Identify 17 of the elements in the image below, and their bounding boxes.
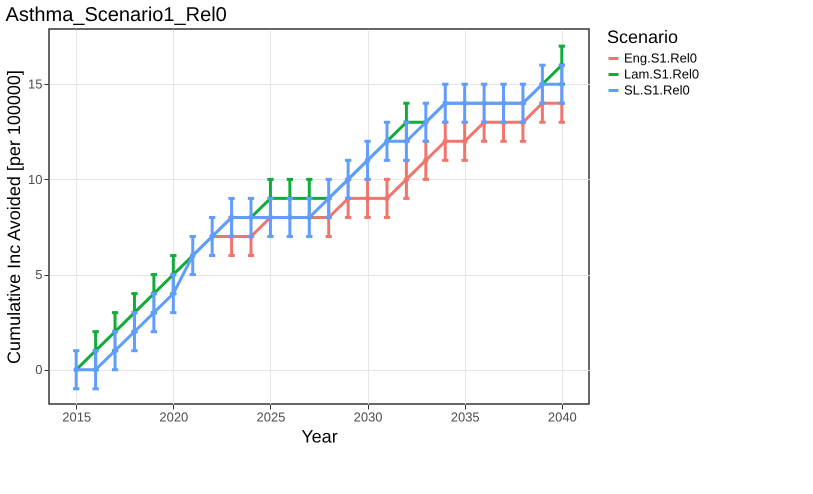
y-tick-label: 10	[28, 172, 42, 187]
y-axis-title: Cumulative Inc Avoided [per 100000]	[4, 70, 24, 364]
y-tick-label: 0	[35, 362, 42, 378]
x-tick-label: 2030	[354, 410, 383, 424]
legend-title: Scenario	[607, 27, 678, 47]
x-axis-title: Year	[301, 426, 338, 446]
x-tick-label: 2035	[450, 410, 480, 424]
legend-label: SL.S1.Rel0	[624, 82, 690, 98]
x-tick-label: 2025	[256, 410, 286, 424]
legend-label: Lam.S1.Rel0	[624, 66, 700, 82]
x-tick-label: 2020	[159, 410, 188, 424]
y-tick-label: 15	[28, 76, 42, 92]
x-tick-label: 2040	[548, 410, 577, 424]
legend-label: Eng.S1.Rel0	[624, 50, 697, 66]
chart-title: Asthma_Scenario1_Rel0	[6, 4, 227, 26]
y-tick-label: 5	[35, 267, 42, 282]
x-tick-label: 2015	[62, 410, 92, 424]
